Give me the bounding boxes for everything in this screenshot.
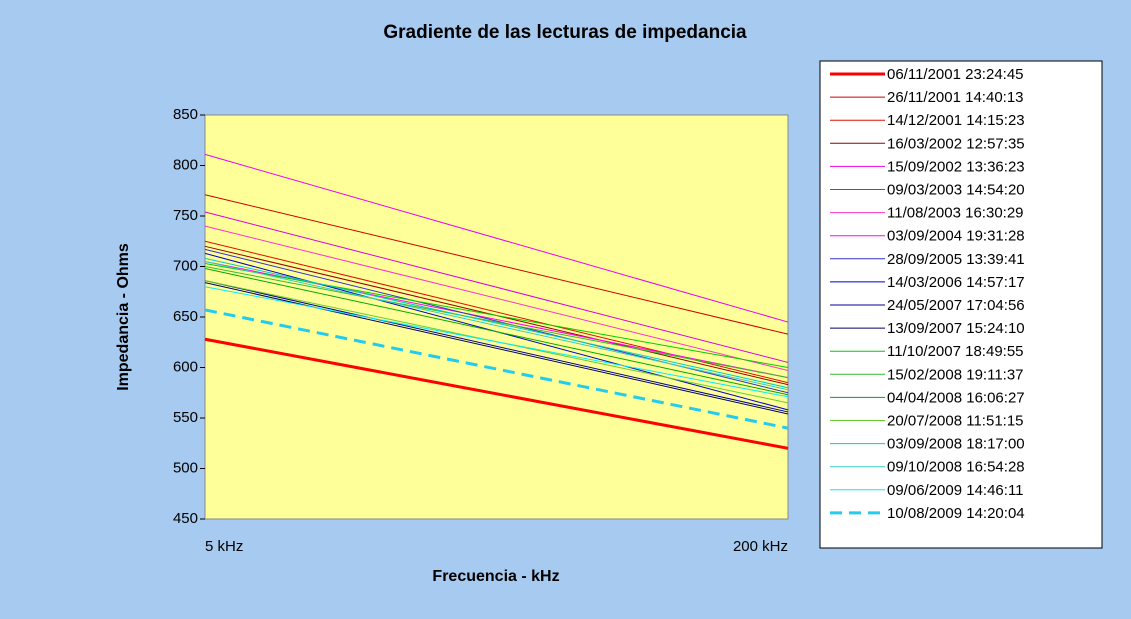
legend-label: 16/03/2002 12:57:35 xyxy=(887,135,1025,152)
y-tick-label: 700 xyxy=(173,257,198,274)
legend-label: 15/02/2008 19:11:37 xyxy=(887,366,1024,383)
legend-label: 10/08/2009 14:20:04 xyxy=(887,505,1025,522)
series-line xyxy=(204,153,789,323)
legend-label: 11/10/2007 18:49:55 xyxy=(887,343,1024,360)
y-tick-label: 850 xyxy=(173,106,198,123)
legend-label: 14/03/2006 14:57:17 xyxy=(887,274,1025,291)
y-tick-label: 450 xyxy=(173,510,198,527)
y-tick-label: 600 xyxy=(173,358,198,375)
legend-label: 24/05/2007 17:04:56 xyxy=(887,297,1025,314)
legend-label: 26/11/2001 14:40:13 xyxy=(887,89,1024,106)
y-tick-label: 750 xyxy=(173,207,198,224)
x-tick-label: 5 kHz xyxy=(205,538,243,555)
plot-area xyxy=(204,114,789,520)
series-line xyxy=(204,268,789,396)
series-line xyxy=(204,257,789,389)
series-line xyxy=(204,262,789,368)
legend-label: 11/08/2003 16:30:29 xyxy=(887,205,1024,222)
legend-label: 04/04/2008 16:06:27 xyxy=(887,389,1025,406)
legend-label: 06/11/2001 23:24:45 xyxy=(887,66,1024,83)
y-tick-label: 800 xyxy=(173,156,198,173)
y-tick-label: 550 xyxy=(173,409,198,426)
series-line xyxy=(204,337,789,450)
y-axis-label: Impedancia - Ohms xyxy=(115,243,132,391)
series-line xyxy=(204,194,789,335)
legend-label: 09/06/2009 14:46:11 xyxy=(887,482,1024,499)
chart-title: Gradiente de las lecturas de impedancia xyxy=(383,22,747,43)
x-tick-label: 200 kHz xyxy=(733,538,788,555)
legend-label: 03/09/2008 18:17:00 xyxy=(887,436,1025,453)
x-axis-label: Frecuencia - kHz xyxy=(432,568,559,585)
legend-label: 03/09/2004 19:31:28 xyxy=(887,228,1025,245)
series-line xyxy=(204,211,789,363)
legend-label: 28/09/2005 13:39:41 xyxy=(887,251,1025,268)
legend-label: 15/09/2002 13:36:23 xyxy=(887,158,1025,175)
legend-label: 09/10/2008 16:54:28 xyxy=(887,459,1025,476)
legend-label: 09/03/2003 14:54:20 xyxy=(887,181,1025,198)
series-line xyxy=(204,260,789,391)
legend-label: 20/07/2008 11:51:15 xyxy=(887,412,1024,429)
legend-label: 14/12/2001 14:15:23 xyxy=(887,112,1025,129)
series-line xyxy=(204,225,789,372)
series-line xyxy=(204,266,789,379)
series-line xyxy=(204,280,789,413)
legend-label: 13/09/2007 15:24:10 xyxy=(887,320,1025,337)
series-line xyxy=(204,286,789,398)
y-tick-label: 500 xyxy=(173,459,198,476)
y-tick-label: 650 xyxy=(173,308,198,325)
series-line xyxy=(204,308,789,430)
